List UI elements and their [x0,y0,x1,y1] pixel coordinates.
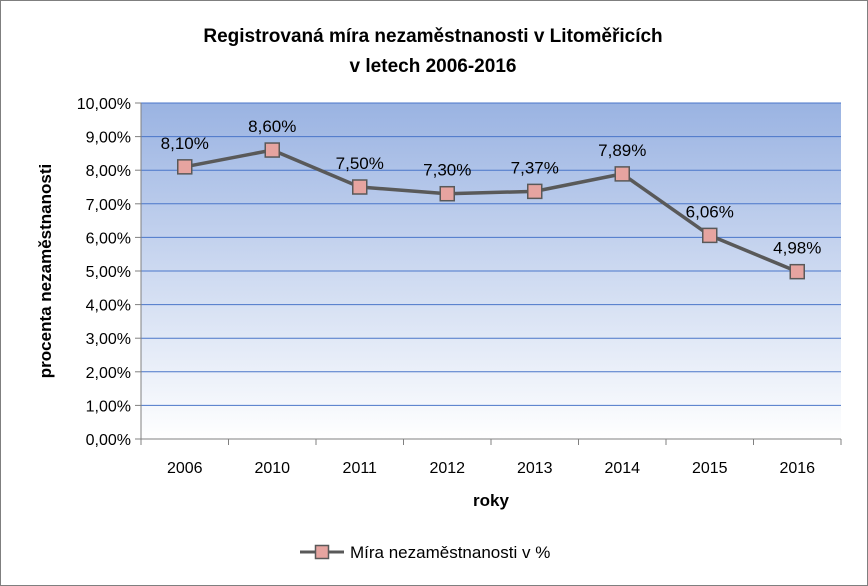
series-line [184,148,798,274]
data-point [264,142,280,158]
y-tick-label: 0,00% [86,432,131,449]
y-tick-label: 1,00% [86,398,131,415]
y-tick-label: 6,00% [86,230,131,247]
data-point [702,227,718,244]
data-label: 7,37% [511,158,559,177]
data-point [177,159,193,175]
data-label: 7,89% [598,141,646,160]
y-tick-label: 5,00% [86,264,131,281]
y-tick-label: 3,00% [86,331,131,348]
x-tick-label: 2010 [254,460,290,477]
y-tick-label: 10,00% [77,96,131,113]
data-label: 7,50% [336,154,384,173]
y-tick-label: 2,00% [86,365,131,382]
y-tick-label: 4,00% [86,298,131,315]
data-point [352,179,368,195]
data-label: 8,10% [161,134,209,153]
data-point [789,263,805,280]
y-axis-label: procenta nezaměstnanosti [36,164,55,378]
legend-label: Míra nezaměstnanosti v % [350,543,550,562]
x-tick-label: 2014 [604,460,640,477]
data-label: 6,06% [686,202,734,221]
data-label: 8,60% [248,117,296,136]
chart-title-line-2: v letech 2006-2016 [350,56,517,77]
y-tick-label: 7,00% [86,197,131,214]
legend: Míra nezaměstnanosti v % [300,543,550,562]
y-tick-label: 8,00% [86,163,131,180]
x-tick-label: 2011 [343,460,378,477]
x-tick-label: 2013 [517,460,553,477]
gridlines [141,102,841,406]
x-tick-label: 2006 [167,460,203,477]
y-axis-ticks: 0,00% 1,00% 2,00% 3,00% 4,00% 5,00% 6,00% 7,00%… [77,96,141,449]
series-group: 8,10% 8,60% 7,50% 7,30% 7,37% 7,89% 6,06% 4,98% [161,117,821,280]
x-tick-label: 2012 [429,460,465,477]
data-point [439,185,455,202]
data-point [614,166,630,182]
data-label: 7,30% [423,161,471,180]
data-point [527,183,543,200]
x-axis-label: roky [473,491,509,510]
x-tick-label: 2016 [779,460,815,477]
data-label: 4,98% [773,239,821,258]
legend-marker [314,544,330,560]
chart-title-line-1: Registrovaná míra nezaměstnanosti v Lito… [203,26,662,47]
x-tick-label: 2015 [692,460,728,477]
y-tick-label: 9,00% [86,130,131,147]
x-axis-ticks: 2006 2010 2011 2012 2013 2014 2015 2016 [140,439,842,477]
